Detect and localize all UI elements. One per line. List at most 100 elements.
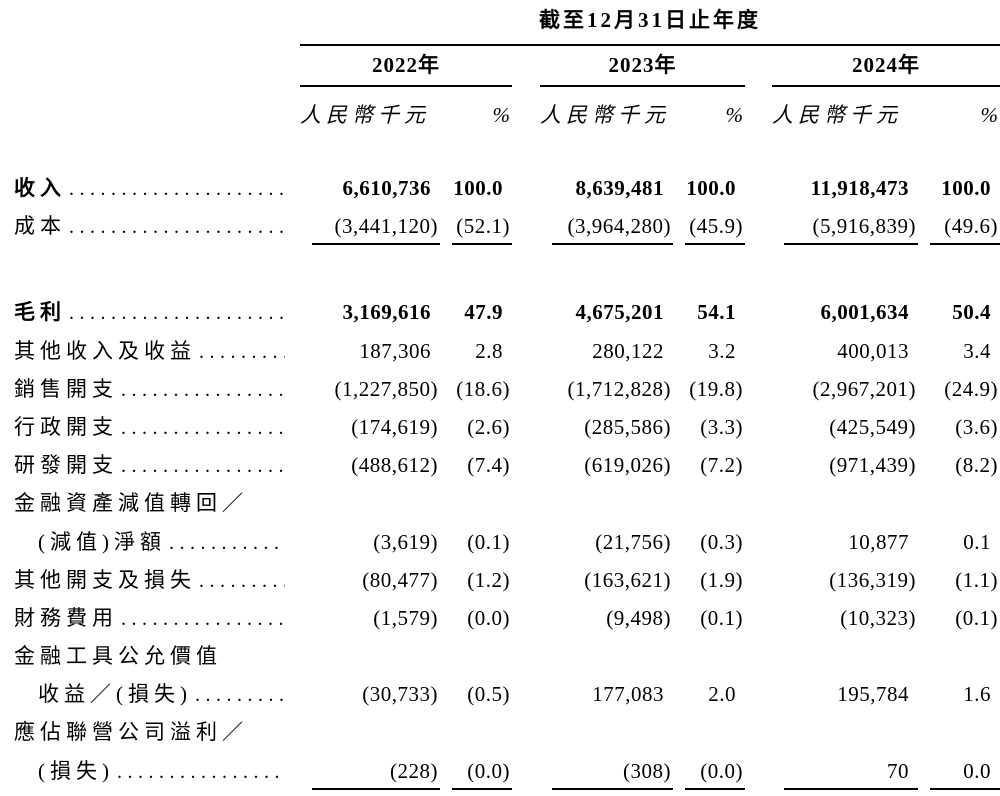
row-label: 應佔聯營公司溢利／ bbox=[14, 720, 248, 745]
percent-header-2024: % bbox=[980, 103, 999, 127]
table-row: (減值)淨額..................................… bbox=[0, 523, 1000, 561]
cell-amount-2022: (30,733) bbox=[362, 682, 438, 707]
dot-leader: ........................................… bbox=[121, 455, 285, 478]
cell-percent-2022: (18.6) bbox=[456, 376, 510, 401]
year-header-2024: 2024年 bbox=[772, 46, 1000, 87]
cell-amount-2022: (228) bbox=[300, 751, 440, 790]
row-label-cell: (減值)淨額..................................… bbox=[0, 523, 300, 561]
column-gap bbox=[745, 713, 772, 751]
cell-amount-2023: (1,712,828) bbox=[567, 376, 671, 401]
column-gap bbox=[745, 370, 772, 408]
cell-percent-2023: (3.3) bbox=[700, 414, 743, 439]
cell-percent-2023: 3.2 bbox=[708, 338, 736, 363]
column-gap bbox=[512, 126, 540, 127]
cell-amount-2022: (174,619) bbox=[351, 414, 438, 439]
cell-percent-2023 bbox=[673, 637, 745, 675]
cell-amount-2022: (1,579) bbox=[373, 605, 438, 630]
column-gap bbox=[745, 46, 772, 87]
row-label: 銷售開支 bbox=[14, 376, 118, 401]
cell-percent-2023: (19.8) bbox=[689, 376, 743, 401]
row-label: 成本 bbox=[14, 214, 66, 239]
column-gap bbox=[512, 675, 540, 713]
cell-percent-2024: (0.1) bbox=[955, 605, 998, 630]
cell-amount-2022: 187,306 bbox=[359, 338, 431, 363]
cell-amount-2023 bbox=[540, 484, 673, 522]
dot-leader: ........................................… bbox=[69, 178, 285, 200]
cell-amount-2022: (488,612) bbox=[351, 453, 438, 478]
cell-percent-2024: 0.0 bbox=[918, 751, 1000, 790]
table-period-header-row: 截至12月31日止年度 bbox=[0, 0, 1000, 46]
cell-percent-2024: 1.6 bbox=[963, 682, 991, 707]
cell-percent-2024: (49.6) bbox=[918, 207, 1000, 246]
dot-leader: ........................................… bbox=[121, 416, 285, 439]
column-gap bbox=[745, 675, 772, 713]
header-body-spacer bbox=[0, 127, 1000, 169]
cell-percent-2022: (0.5) bbox=[467, 682, 510, 707]
column-gap bbox=[512, 637, 540, 675]
table-body: 收入......................................… bbox=[0, 169, 1000, 790]
cell-amount-2023: (3,964,280) bbox=[540, 207, 673, 246]
cell-percent-2023: (0.1) bbox=[700, 605, 743, 630]
cell-amount-2024: (10,323) bbox=[840, 605, 916, 630]
dot-leader: ........................................… bbox=[195, 684, 285, 707]
column-gap bbox=[512, 46, 540, 87]
column-gap bbox=[512, 446, 540, 484]
table-row: (損失)....................................… bbox=[0, 751, 1000, 790]
header-corner-spacer bbox=[0, 0, 300, 46]
column-gap bbox=[745, 561, 772, 599]
cell-percent-2024: 3.4 bbox=[963, 338, 991, 363]
column-gap bbox=[745, 637, 772, 675]
cell-percent-2023: 54.1 bbox=[697, 300, 736, 325]
row-label-cell: 財務費用....................................… bbox=[0, 599, 300, 637]
cell-amount-2024: (971,439) bbox=[829, 453, 916, 478]
cell-percent-2022: (1.2) bbox=[467, 567, 510, 592]
table-row: 財務費用....................................… bbox=[0, 599, 1000, 637]
table-row: 其他開支及損失.................................… bbox=[0, 561, 1000, 599]
table-row: 其他收入及收益.................................… bbox=[0, 332, 1000, 370]
cell-percent-2023: 2.0 bbox=[708, 682, 736, 707]
cell-amount-2022: 3,169,616 bbox=[342, 300, 431, 325]
column-gap bbox=[512, 293, 540, 331]
column-gap bbox=[745, 207, 772, 245]
cell-percent-2022 bbox=[440, 484, 512, 522]
column-gap bbox=[745, 446, 772, 484]
row-label: 財務費用 bbox=[14, 605, 118, 630]
cell-percent-2022: 47.9 bbox=[464, 300, 503, 325]
column-gap bbox=[512, 408, 540, 446]
cell-amount-2023: (163,621) bbox=[584, 567, 671, 592]
row-label-cell: (損失)....................................… bbox=[0, 752, 300, 790]
column-gap bbox=[512, 561, 540, 599]
cell-amount-2024: 195,784 bbox=[837, 682, 909, 707]
cell-percent-2022: 100.0 bbox=[453, 176, 503, 200]
table-row: 金融資產減值轉回／ bbox=[0, 484, 1000, 522]
row-label-cell: 行政開支....................................… bbox=[0, 408, 300, 446]
table-row: 行政開支....................................… bbox=[0, 408, 1000, 446]
table-row: 成本......................................… bbox=[0, 207, 1000, 246]
column-gap bbox=[512, 523, 540, 561]
row-label-cell: 金融資產減值轉回／ bbox=[0, 484, 300, 522]
cell-amount-2023: (9,498) bbox=[606, 605, 671, 630]
cell-percent-2022: (52.1) bbox=[440, 207, 512, 246]
header-corner-spacer bbox=[0, 46, 300, 87]
cell-percent-2024: 100.0 bbox=[941, 176, 991, 200]
cell-amount-2023: (308) bbox=[540, 751, 673, 790]
table-row: 應佔聯營公司溢利／ bbox=[0, 713, 1000, 751]
column-gap bbox=[512, 332, 540, 370]
row-label: 金融工具公允價值 bbox=[14, 644, 222, 669]
cell-percent-2024: 50.4 bbox=[952, 300, 991, 325]
dot-leader: ........................................… bbox=[199, 340, 285, 363]
cell-amount-2024 bbox=[772, 484, 918, 522]
row-label-cell: 應佔聯營公司溢利／ bbox=[0, 713, 300, 751]
row-label: (減值)淨額 bbox=[38, 529, 166, 554]
cell-amount-2024: (2,967,201) bbox=[812, 376, 916, 401]
cell-percent-2024 bbox=[918, 713, 1000, 751]
table-row: 金融工具公允價值 bbox=[0, 637, 1000, 675]
cell-amount-2024: (5,916,839) bbox=[772, 207, 918, 246]
cell-percent-2023: (45.9) bbox=[673, 207, 745, 246]
cell-percent-2023: (0.0) bbox=[673, 751, 745, 790]
cell-amount-2023: 4,675,201 bbox=[575, 300, 664, 325]
cell-amount-2024: (425,549) bbox=[829, 414, 916, 439]
dot-leader: ........................................… bbox=[121, 607, 285, 630]
percent-header-2023: % bbox=[725, 103, 744, 127]
